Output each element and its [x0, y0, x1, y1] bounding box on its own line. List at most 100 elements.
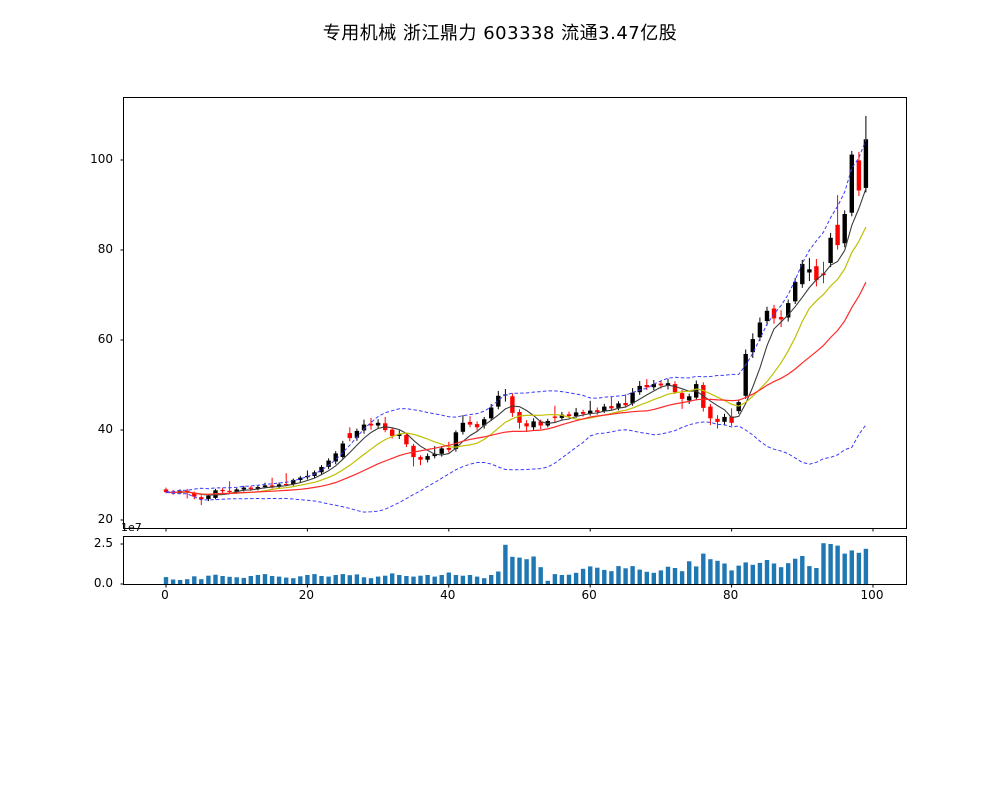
candle-body-up [375, 422, 381, 426]
candle-body-down [404, 434, 409, 445]
candle-body-up [340, 443, 345, 457]
volume-bar [658, 570, 664, 584]
ma5-line [165, 188, 867, 496]
volume-bar [383, 575, 388, 584]
candle-body-down [729, 416, 734, 423]
volume-bar [432, 576, 437, 584]
x-axis-tick-label: 20 [298, 588, 315, 602]
volume-bar [213, 574, 218, 584]
candle-body-up [234, 489, 239, 493]
candle-body-up [276, 484, 282, 487]
volume-bar [284, 577, 289, 584]
volume-bar [163, 577, 169, 584]
volume-bar [665, 566, 671, 584]
volume-bar [672, 568, 678, 584]
candle-body-up [743, 354, 748, 396]
price-axis-tick-label: 60 [97, 332, 113, 346]
volume-bar [340, 574, 345, 584]
volume-bar [206, 575, 211, 584]
volume-bar [269, 576, 275, 584]
candle-body-up [793, 281, 798, 302]
volume-axis-tick-label: 2.5 [93, 536, 113, 550]
candle-body-up [432, 453, 437, 457]
volume-bar [559, 575, 565, 584]
volume-bar [595, 567, 600, 584]
volume-bar [255, 575, 261, 584]
volume-bar [418, 575, 423, 584]
volume-bar [347, 575, 352, 584]
candle-body-up [863, 139, 869, 188]
candle-body-up [764, 310, 770, 322]
volume-bar [361, 577, 367, 584]
candle-body-down [220, 489, 225, 492]
volume-bar [807, 566, 812, 584]
candle-body-up [482, 419, 487, 426]
volume-bar [467, 575, 473, 584]
candle-body-down [510, 396, 515, 413]
candle-body-up [750, 339, 755, 353]
volume-bar [262, 574, 268, 584]
candle-body-down [658, 383, 664, 386]
volume-bar [708, 559, 713, 584]
volume-bar [793, 558, 798, 584]
volume-bar [446, 572, 451, 584]
volume-bar [616, 566, 621, 584]
ma20-line [165, 281, 867, 495]
candle-body-up [453, 432, 459, 449]
candle-body-down [672, 384, 678, 393]
candle-body-up [333, 453, 338, 462]
volume-bar [305, 575, 310, 584]
candle-body-down [269, 485, 275, 487]
volume-bar [503, 544, 508, 584]
volume-bar [234, 577, 239, 584]
price-axis-tick-label: 100 [90, 152, 113, 166]
candle-body-up [800, 263, 805, 285]
volume-bar [192, 576, 197, 584]
candle-body-down [411, 445, 416, 458]
candle-body-down [227, 490, 232, 493]
volume-bar [199, 579, 204, 584]
volume-bar [220, 576, 225, 584]
volume-bar [531, 556, 536, 584]
volume-bar [814, 568, 819, 584]
candlesticks [163, 115, 869, 506]
volume-bar [227, 576, 232, 584]
volume-bar [333, 575, 338, 584]
candle-body-down [538, 421, 543, 426]
candle-body-up [425, 456, 430, 460]
volume-bar [177, 580, 183, 584]
candle-body-down [517, 412, 522, 423]
volume-bars [163, 543, 869, 584]
candle-body-down [248, 487, 253, 489]
volume-bar [552, 574, 558, 584]
volume-bar [842, 553, 847, 584]
candle-body-up [842, 214, 847, 244]
candle-body-down [467, 421, 473, 425]
volume-bar [354, 574, 360, 584]
candle-body-up [849, 154, 854, 213]
volume-bar [687, 561, 692, 584]
candle-body-up [496, 395, 501, 407]
candle-body-up [573, 412, 579, 416]
volume-bar [241, 577, 246, 584]
volume-bar [701, 553, 706, 584]
candle-body-up [665, 383, 671, 386]
candle-body-up [255, 487, 261, 489]
volume-bar [474, 576, 480, 584]
candle-body-up [531, 421, 536, 428]
candle-body-up [807, 269, 812, 273]
volume-bar [510, 556, 515, 584]
volume-bar [573, 572, 579, 584]
volume-bar [729, 570, 734, 584]
candle-body-down [552, 416, 558, 418]
candle-body-down [418, 457, 423, 460]
volume-bar [580, 568, 586, 584]
volume-bar [411, 576, 416, 584]
x-axis-tick-label: 80 [722, 588, 739, 602]
volume-bar [694, 566, 699, 584]
volume-bar [545, 580, 550, 584]
volume-bar [743, 562, 748, 584]
volume-bar [715, 560, 720, 584]
candle-body-down [347, 433, 352, 439]
